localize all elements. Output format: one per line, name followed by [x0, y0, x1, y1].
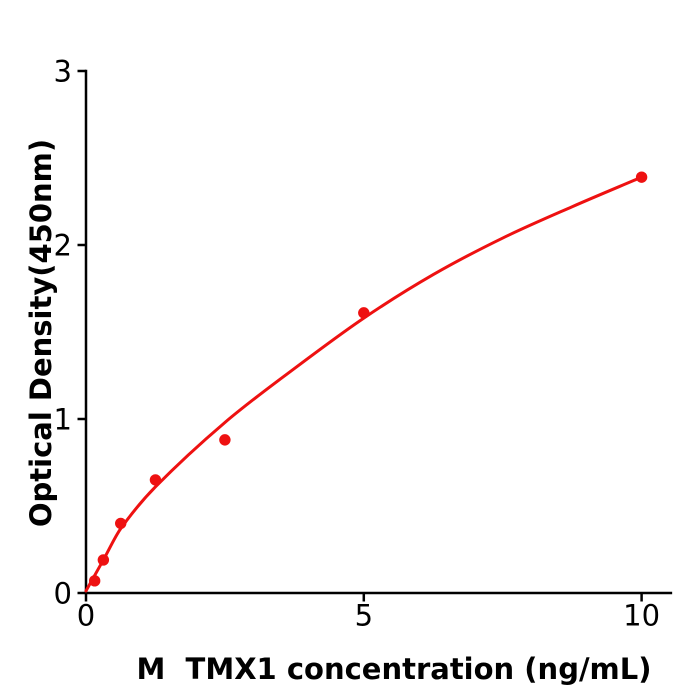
x-tick-label: 5 [355, 599, 373, 633]
axes-layer: 0 5 10 0 1 2 3 [54, 55, 673, 633]
data-point [88, 575, 101, 587]
data-point [97, 554, 110, 566]
y-axis-title: Optical Density(450nm) [24, 139, 58, 527]
data-point [115, 517, 127, 530]
data-points-layer [88, 171, 648, 587]
x-axis-title: M TMX1 concentration (ng/mL) [137, 652, 652, 686]
y-tick-label: 3 [54, 55, 72, 89]
data-point [635, 171, 648, 183]
data-point [149, 474, 162, 486]
y-tick-label: 2 [54, 229, 72, 263]
data-point [219, 434, 231, 446]
y-tick-label: 0 [54, 577, 72, 611]
x-tick-label: 10 [623, 599, 660, 633]
data-point [358, 307, 370, 319]
y-tick-label: 1 [54, 403, 72, 437]
x-tick-label: 0 [77, 599, 95, 633]
fit-curve-line [84, 175, 644, 593]
